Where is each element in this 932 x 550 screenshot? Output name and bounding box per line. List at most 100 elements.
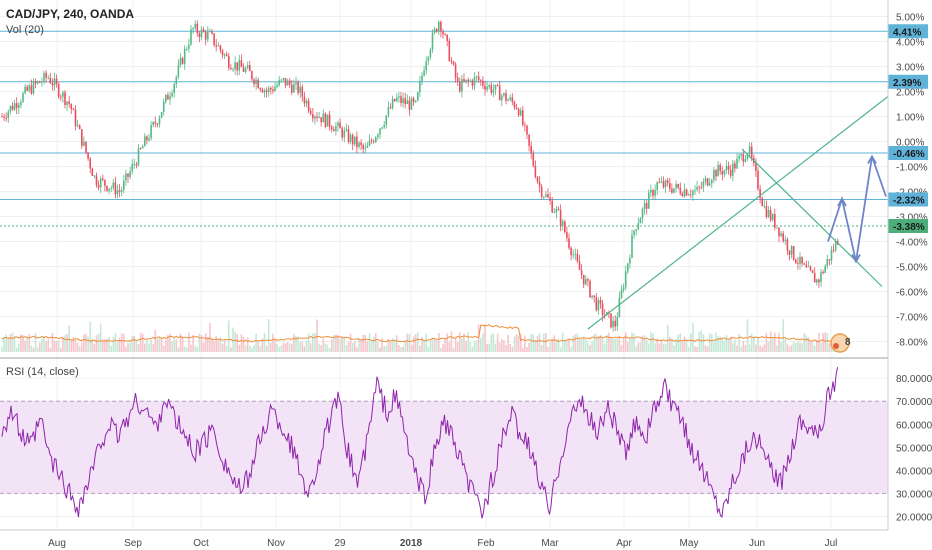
candle-body [240, 60, 243, 68]
candle-body [125, 173, 127, 181]
candle-body [740, 154, 742, 156]
volume-bar [750, 333, 753, 352]
symbol-title[interactable]: CAD/JPY, 240, OANDA [6, 7, 134, 21]
volume-bar [431, 338, 434, 352]
candle-body [765, 205, 768, 217]
candle-body [790, 246, 793, 255]
volume-bar [595, 333, 598, 352]
candle-body [410, 98, 413, 110]
volume-bar [471, 346, 474, 352]
candle-body [574, 253, 577, 255]
volume-bar [652, 333, 654, 352]
rsi-tick-label: 70.0000 [896, 397, 932, 408]
volume-bar [467, 332, 469, 352]
volume-bar [171, 341, 173, 352]
candle-body [414, 100, 417, 102]
candle-body [769, 209, 772, 220]
volume-bar [429, 340, 432, 352]
volume-bar [282, 342, 285, 352]
candle-body [538, 181, 541, 187]
volume-bar [152, 344, 154, 352]
volume-bar [606, 334, 608, 352]
candle-body [129, 171, 131, 177]
candle-body [421, 75, 423, 82]
volume-bar [715, 332, 717, 352]
volume-bar [112, 337, 115, 352]
candle-body [3, 116, 5, 118]
candle-body [685, 189, 688, 196]
candle-body [435, 28, 438, 32]
candle-body [616, 317, 619, 327]
volume-bar [683, 336, 686, 352]
candle-body [536, 177, 539, 182]
volume-bar [39, 342, 41, 352]
volume-bar [740, 346, 742, 352]
volume-bar [320, 345, 322, 352]
candle-body [484, 85, 486, 90]
volume-bar [150, 340, 152, 352]
notification-badge[interactable]: 8 [830, 333, 851, 353]
volume-bar [314, 332, 316, 352]
volume-bar [232, 327, 234, 352]
candle-body [32, 80, 35, 94]
volume-bar [423, 339, 425, 352]
candle-body [591, 295, 593, 298]
candle-body [74, 109, 77, 127]
candle-body [57, 84, 60, 97]
volume-bar [589, 345, 591, 352]
volume-bar [494, 343, 497, 352]
volume-bar [786, 343, 789, 352]
candle-body [167, 94, 169, 100]
candle-body [643, 203, 646, 210]
volume-bar [448, 341, 451, 352]
volume-bar [557, 338, 560, 352]
volume-bar [662, 343, 665, 352]
volume-bar [13, 336, 16, 352]
volume-bar [358, 337, 360, 352]
volume-bar [221, 343, 224, 352]
candle-body [66, 101, 68, 105]
volume-bar [614, 338, 616, 352]
candle-body [15, 103, 18, 108]
candle-body [511, 97, 514, 102]
candle-body [799, 256, 801, 264]
candle-body [318, 117, 320, 119]
volume-bar [503, 340, 505, 352]
volume-bar [591, 341, 593, 352]
volume-bar [186, 347, 188, 352]
candle-body [551, 200, 553, 213]
volume-bar [417, 332, 419, 352]
candle-body [1, 116, 3, 118]
candle-body [30, 85, 33, 94]
volume-bar [517, 336, 520, 352]
volume-bar [297, 337, 299, 352]
volume-bar [755, 344, 757, 352]
volume-bar [76, 343, 79, 352]
volume-bar [146, 338, 148, 352]
volume-bar [648, 343, 650, 352]
candle-body [433, 28, 436, 33]
volume-bar [120, 333, 123, 352]
volume-bar [83, 334, 85, 352]
volume-bar [108, 336, 110, 352]
candle-body [87, 152, 89, 159]
candle-body [400, 96, 402, 103]
price-tick-label: -3.00% [896, 213, 928, 224]
volume-bar [784, 338, 787, 352]
volume-bar [488, 343, 490, 352]
volume-bar [635, 346, 637, 352]
candle-body [719, 165, 721, 171]
candle-body [154, 122, 157, 124]
rsi-tick-label: 60.0000 [896, 420, 932, 431]
rsi-title[interactable]: RSI (14, close) [6, 366, 79, 378]
volume-bar [312, 333, 314, 352]
candle-body [282, 77, 285, 80]
volume-bar [51, 333, 54, 352]
time-tick-label: Mar [541, 538, 559, 549]
candle-body [593, 295, 595, 298]
volume-title[interactable]: Vol (20) [6, 24, 44, 36]
volume-bar [43, 335, 45, 352]
volume-bar [509, 344, 511, 352]
volume-bar [307, 333, 310, 352]
candle-body [423, 70, 425, 76]
